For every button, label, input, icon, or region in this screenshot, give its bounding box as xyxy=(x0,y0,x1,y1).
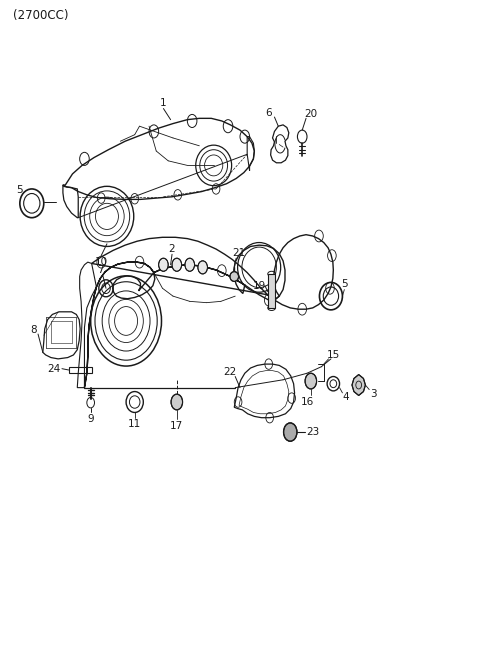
Text: 2: 2 xyxy=(169,244,175,254)
Circle shape xyxy=(171,394,182,410)
Circle shape xyxy=(305,373,317,389)
Text: 6: 6 xyxy=(265,108,272,118)
Text: 17: 17 xyxy=(170,421,183,430)
Text: 22: 22 xyxy=(223,367,236,377)
Text: 15: 15 xyxy=(327,350,340,360)
Text: 23: 23 xyxy=(306,427,319,437)
Text: 1: 1 xyxy=(160,98,167,108)
Text: 19: 19 xyxy=(252,281,266,291)
FancyBboxPatch shape xyxy=(268,274,276,308)
Text: 4: 4 xyxy=(342,392,348,402)
Text: 5: 5 xyxy=(341,280,348,290)
Circle shape xyxy=(198,261,207,274)
Text: 11: 11 xyxy=(128,419,141,429)
Text: 7: 7 xyxy=(97,265,104,275)
Text: 5: 5 xyxy=(16,185,23,195)
Text: 3: 3 xyxy=(370,389,376,399)
Text: (2700CC): (2700CC) xyxy=(12,9,68,22)
Circle shape xyxy=(284,423,297,441)
Text: 8: 8 xyxy=(30,325,36,335)
Text: 10: 10 xyxy=(95,257,108,267)
Text: 21: 21 xyxy=(232,248,246,258)
Circle shape xyxy=(172,258,181,271)
Circle shape xyxy=(158,258,168,271)
Polygon shape xyxy=(352,375,365,396)
Text: 16: 16 xyxy=(300,397,313,407)
Text: 24: 24 xyxy=(48,364,61,373)
Text: 20: 20 xyxy=(304,109,317,119)
Text: 9: 9 xyxy=(87,414,94,424)
Ellipse shape xyxy=(230,272,239,282)
Circle shape xyxy=(185,258,194,271)
